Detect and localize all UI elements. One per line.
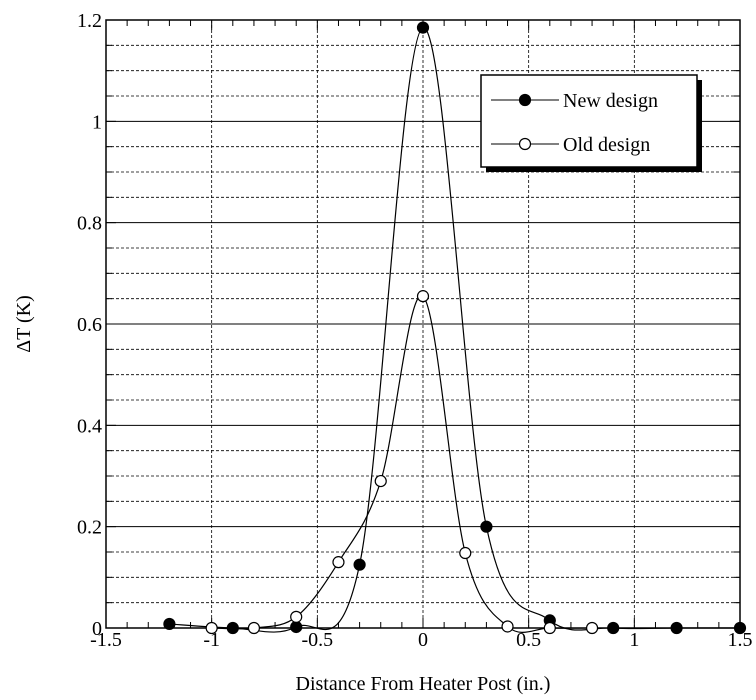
data-point-old-design [585,621,599,635]
x-tick-label: 0 [418,629,428,651]
y-tick-label: 0.8 [77,213,102,235]
series-line-old-design [211,295,593,633]
data-point-old-design [501,620,514,633]
data-point-old-design [459,546,472,560]
axis-ticks: -1.5 -1 -0.5 0 0.5 1 1.5 0 0.2 0.4 0.6 0.8 1 1.2 [77,10,753,651]
data-point-new-design [670,621,683,635]
x-tick-label: -1 [203,629,220,651]
y-tick-label: 0.4 [77,415,102,437]
legend-marker-new-design [518,93,532,107]
series-layer [163,21,747,635]
x-tick-label: -0.5 [301,629,333,651]
x-axis-title: Distance From Heater Post (in.) [296,673,551,695]
y-tick-label: 0 [92,618,102,640]
data-point-new-design [733,621,747,635]
data-point-old-design [205,621,218,635]
data-point-new-design [163,617,176,631]
y-tick-label: 1 [92,111,102,133]
data-point-old-design [543,621,556,635]
data-point-old-design [332,556,345,569]
y-tick-label: 1.2 [77,10,102,32]
legend-marker-old-design [518,137,532,151]
data-point-new-design [416,21,430,34]
legend-box [480,74,698,168]
series-old-design [205,290,599,635]
data-point-old-design [247,621,261,635]
series-new-design [163,21,747,635]
grid [106,20,740,628]
y-tick-label: 0.2 [77,517,102,539]
data-point-new-design [480,520,493,533]
x-tick-label: 1.5 [728,629,753,651]
data-point-new-design [607,621,620,635]
y-axis-title: ΔT (K) [13,295,35,352]
data-point-new-design [226,621,239,635]
data-point-old-design [416,290,430,303]
x-tick-label: -1.5 [90,629,122,651]
legend: New design Old design [480,74,702,172]
data-point-old-design [374,474,387,488]
data-point-new-design [353,558,366,571]
legend-label-new-design: New design [563,90,658,112]
legend-label-old-design: Old design [563,134,650,156]
data-point-old-design [290,610,303,623]
y-tick-label: 0.6 [77,314,102,336]
data-point-new-design [290,620,303,634]
x-tick-label: 1 [629,629,639,651]
x-tick-label: 0.5 [516,629,541,651]
